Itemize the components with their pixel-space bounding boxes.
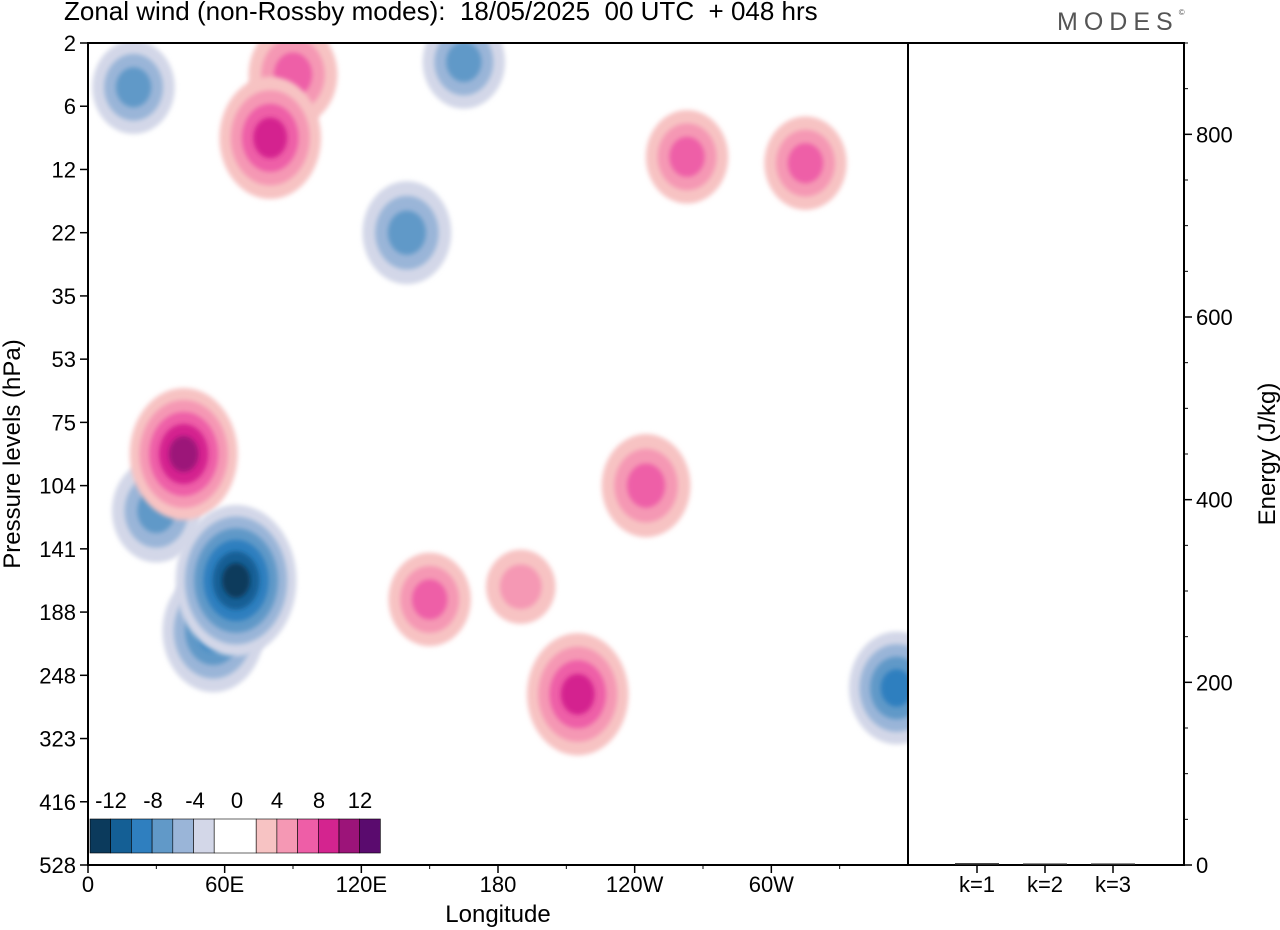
colorbar-swatch: [151, 818, 174, 854]
contour-level: [253, 117, 288, 159]
logo-mark: ©: [1178, 8, 1185, 17]
colorbar-label: -8: [143, 788, 163, 813]
energy-axis-title: Energy (J/kg): [1254, 383, 1280, 526]
colorbar-swatch: [213, 818, 257, 854]
energy-bar-k1: [955, 863, 999, 865]
contour-level: [115, 67, 152, 108]
energy-tick-label: 600: [1196, 305, 1233, 330]
x-axis-title: Longitude: [445, 901, 550, 928]
x-tick-label: 60E: [205, 872, 244, 897]
x-tick-label: 180: [480, 872, 517, 897]
y-tick-label: 141: [39, 537, 76, 562]
colorbar-label: -4: [185, 788, 205, 813]
wind-feature: [219, 76, 322, 200]
logo-text: MODES: [1057, 8, 1179, 36]
wind-field: [92, 43, 908, 756]
wind-feature: [526, 633, 629, 756]
contour-level: [669, 136, 705, 177]
colorbar-label: -12: [95, 788, 127, 813]
colorbar-swatch: [255, 818, 278, 854]
colorbar-swatch: [172, 818, 194, 854]
y-tick-label: 12: [52, 157, 76, 182]
axes: 0 60E 120E 180 120W 60W 2 6 12 22 35 53 75 104 141 188 2…: [39, 31, 1232, 897]
x-tick-label: 0: [82, 872, 94, 897]
y-tick-label: 528: [39, 853, 76, 878]
contour-level: [560, 673, 595, 715]
x-tick-label: 120E: [336, 872, 387, 897]
energy-x-label: k=1: [959, 872, 995, 897]
contour-level: [412, 579, 448, 620]
y-tick-label: 6: [64, 94, 76, 119]
y-tick-label: 248: [39, 663, 76, 688]
colorbar-swatch: [317, 818, 340, 854]
energy-tick-label: 0: [1196, 853, 1208, 878]
y-axis-title: Pressure levels (hPa): [0, 339, 26, 568]
wind-feature: [485, 549, 556, 624]
energy-tick-label: 400: [1196, 488, 1233, 513]
y-tick-label: 2: [64, 31, 76, 56]
energy-bars: [955, 863, 1135, 865]
contour-level: [499, 564, 542, 610]
energy-x-label: k=2: [1027, 872, 1063, 897]
contour-level: [222, 563, 250, 598]
wind-feature: [645, 110, 729, 204]
energy-panel-frame: [907, 42, 1185, 866]
chart-title: Zonal wind (non-Rossby modes): 18/05/202…: [64, 0, 818, 26]
colorbar-swatch: [110, 818, 132, 854]
energy-bar-k3: [1091, 863, 1135, 865]
y-tick-label: 104: [39, 474, 76, 499]
y-tick-label: 53: [52, 347, 76, 372]
wind-feature: [92, 43, 175, 135]
wind-feature: [175, 504, 297, 657]
y-tick-label: 75: [52, 410, 76, 435]
energy-tick-label: 200: [1196, 670, 1233, 695]
y-tick-label: 35: [52, 284, 76, 309]
colorbar-swatch: [131, 818, 153, 854]
energy-tick-label: 800: [1196, 122, 1233, 147]
wind-feature: [388, 552, 471, 647]
contour-level: [787, 143, 824, 184]
colorbar-swatch: [338, 818, 361, 854]
wind-feature: [601, 434, 691, 538]
wind-feature: [422, 43, 506, 109]
energy-x-label: k=3: [1095, 872, 1131, 897]
colorbar-label: 12: [348, 788, 372, 813]
y-tick-label: 22: [52, 221, 76, 246]
colorbar-swatch: [359, 818, 381, 854]
wind-feature: [764, 116, 847, 210]
y-tick-label: 188: [39, 600, 76, 625]
modes-logo: MODES©: [1057, 8, 1185, 37]
x-tick-label: 60W: [749, 872, 794, 897]
colorbar-swatch: [89, 818, 112, 854]
colorbar: -12 -8 -4 0 4 8 12: [89, 788, 381, 854]
x-tick-label: 120W: [606, 872, 664, 897]
colorbar-label: 4: [271, 788, 283, 813]
wind-feature: [362, 181, 452, 285]
contour-level: [387, 210, 426, 255]
y-tick-label: 416: [39, 790, 76, 815]
energy-bar-k2: [1023, 863, 1067, 865]
colorbar-label: 8: [313, 788, 325, 813]
colorbar-swatch: [297, 818, 319, 854]
colorbar-swatch: [276, 818, 298, 854]
contour-level: [446, 43, 482, 83]
contour-level: [627, 463, 666, 508]
colorbar-label: 0: [231, 788, 243, 813]
y-tick-label: 323: [39, 727, 76, 752]
colorbar-swatch: [193, 818, 215, 854]
wind-feature: [849, 631, 908, 745]
contour-level: [880, 669, 908, 707]
contour-level: [168, 436, 199, 472]
wind-feature: [129, 388, 238, 520]
